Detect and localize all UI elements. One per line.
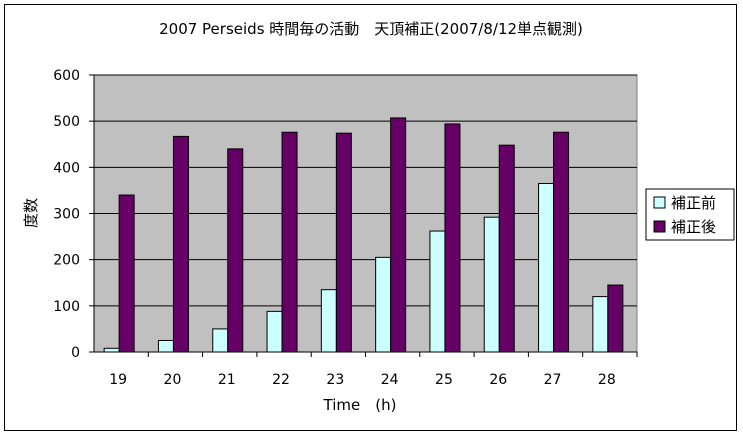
chart-title: 2007 Perseids 時間毎の活動 天頂補正(2007/8/12単点観測) [159, 20, 583, 38]
x-tick-label: 28 [598, 372, 616, 388]
bar-after [281, 131, 298, 353]
bar-after [498, 144, 515, 353]
x-tick-label: 25 [435, 372, 453, 388]
bar-after [118, 194, 135, 353]
bar-after [390, 117, 407, 353]
x-tick-label: 22 [272, 372, 290, 388]
bar-before [592, 296, 609, 353]
y-tick-label: 300 [53, 207, 80, 223]
x-tick-label: 20 [164, 372, 182, 388]
y-tick-label: 600 [53, 68, 80, 84]
legend-label-before: 補正前 [671, 194, 716, 212]
x-tick-label: 26 [489, 372, 507, 388]
bar-before [212, 328, 229, 353]
bar-before [538, 182, 555, 353]
x-axis-ticks: 19 20 21 22 23 24 25 26 27 28 [109, 352, 638, 388]
y-tick-label: 200 [53, 253, 80, 269]
bar-before [103, 347, 120, 353]
bar-before [429, 230, 446, 353]
x-axis-label: Time (h) [323, 396, 397, 414]
bar-before [483, 216, 500, 353]
x-tick-label: 19 [109, 372, 127, 388]
bars [103, 117, 624, 353]
legend-swatch-after [653, 220, 666, 233]
bar-after [172, 135, 189, 353]
bar-before [266, 310, 283, 353]
x-tick-label: 23 [326, 372, 344, 388]
bar-after [227, 148, 244, 353]
bar-after [335, 132, 352, 353]
bar-before [375, 256, 392, 353]
bar-before [320, 289, 337, 353]
y-tick-label: 0 [71, 345, 80, 361]
bar-after [607, 284, 624, 353]
y-axis-ticks: 0 100 200 300 400 500 600 [53, 68, 94, 361]
bar-after [444, 123, 461, 353]
bar-after [553, 131, 570, 353]
x-tick-label: 27 [544, 372, 562, 388]
bar-before [157, 339, 174, 353]
legend: 補正前 補正後 [645, 188, 735, 241]
x-tick-label: 21 [218, 372, 236, 388]
y-tick-label: 500 [53, 114, 80, 130]
y-tick-label: 100 [53, 299, 80, 315]
legend-label-after: 補正後 [671, 218, 716, 236]
y-tick-label: 400 [53, 160, 80, 176]
legend-swatch-before [653, 196, 666, 209]
y-axis-label: 度数 [22, 198, 40, 228]
x-tick-label: 24 [381, 372, 399, 388]
